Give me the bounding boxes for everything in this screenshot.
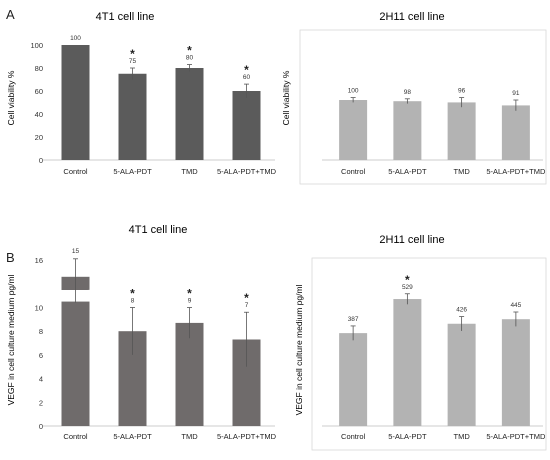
chart-1-bar [339,100,368,160]
chart-1-plot-frame [299,29,547,185]
chart-3-category-label: 5-ALA-PDT+TMD [486,432,546,441]
chart-b-2h11: 2H11 cell line VEGF in cell culture medi… [294,234,547,451]
chart-2-significance-star: * [187,287,192,301]
chart-2-category-label: Control [63,432,88,441]
chart-2-significance-star: * [130,287,135,301]
chart-2-ytick-label: 8 [39,327,43,336]
chart-3-bar [501,319,530,426]
chart-1-category-label: 5-ALA-PDT+TMD [486,167,546,176]
chart-b-2h11-title: 2H11 cell line [379,234,444,246]
chart-b-4t1-ylabel: VEGF in cell culture medium pg/ml [6,274,16,405]
chart-0-bar [61,45,90,160]
chart-0-value-label: 100 [70,35,81,42]
chart-2-category-label: 5-ALA-PDT+TMD [217,432,277,441]
chart-0-bar [232,91,261,160]
chart-2-category-label: 5-ALA-PDT [113,432,152,441]
chart-a-4t1: 4T1 cell line Cell viability % 0 20 40 60 80… [6,11,277,176]
chart-1-bar [501,105,530,160]
chart-a-4t1-title: 4T1 cell line [96,11,155,23]
chart-3-bar [339,333,368,426]
chart-0-significance-star: * [130,47,135,61]
chart-3-significance-star: * [405,273,410,287]
chart-0-value-label: 60 [243,74,251,81]
chart-2-value-label: 9 [188,298,192,305]
chart-b-4t1: 4T1 cell line VEGF in cell culture mediu… [6,224,277,441]
chart-1-value-label: 100 [348,88,359,95]
chart-0-ytick-label: 60 [35,87,43,96]
chart-a-4t1-ylabel: Cell viability % [6,70,16,125]
chart-a-2h11-title: 2H11 cell line [379,11,444,23]
chart-0-ytick-label: 80 [35,64,43,73]
chart-1-bar [393,101,422,160]
chart-2-ytick-label: 4 [39,375,43,384]
chart-3-category-label: 5-ALA-PDT [388,432,427,441]
chart-3-value-label: 529 [402,284,413,291]
chart-2-ytick-label: 10 [35,304,43,313]
chart-0-category-label: 5-ALA-PDT [113,167,152,176]
chart-3-category-label: TMD [454,432,471,441]
chart-0-value-label: 75 [129,58,137,65]
panel-label-a: A [6,7,15,22]
chart-3-category-label: Control [341,432,366,441]
chart-0-ytick-label: 0 [39,156,43,165]
chart-2-value-label: 15 [72,248,80,255]
chart-2-ytick-label: 2 [39,398,43,407]
chart-0-category-label: Control [63,167,88,176]
chart-1-category-label: TMD [454,167,471,176]
chart-b-2h11-ylabel: VEGF in cell culture medium pg/ml [294,284,304,415]
chart-3-bar [447,323,476,426]
chart-0-bar [175,68,204,160]
chart-3-value-label: 445 [510,302,521,309]
chart-2-ytick-label: 0 [39,422,43,431]
chart-2-ytick-label: 16 [35,256,43,265]
chart-1-category-label: 5-ALA-PDT [388,167,427,176]
chart-2-bar [61,301,90,426]
chart-0-value-label: 80 [186,55,194,62]
chart-2-value-label: 8 [131,298,135,305]
chart-0-bar [118,73,147,160]
chart-a-2h11: 2H11 cell line Cell viability % 100 Contr… [281,11,547,185]
chart-0-significance-star: * [244,63,249,77]
chart-2-ytick-label: 6 [39,351,43,360]
chart-3-value-label: 387 [348,316,359,323]
chart-1-value-label: 91 [512,90,520,97]
chart-2-significance-star: * [244,291,249,305]
chart-3-plot-frame [311,257,547,451]
chart-0-ytick-label: 100 [30,41,43,50]
chart-a-2h11-ylabel: Cell viability % [281,70,291,125]
chart-0-ytick-label: 20 [35,133,43,142]
chart-0-category-label: 5-ALA-PDT+TMD [217,167,277,176]
chart-2-category-label: TMD [181,432,198,441]
chart-0-significance-star: * [187,44,192,58]
chart-2-bar [175,322,204,426]
chart-1-category-label: Control [341,167,366,176]
chart-b-4t1-title: 4T1 cell line [129,224,188,236]
panel-label-b: B [6,250,15,265]
chart-1-value-label: 98 [404,89,412,96]
chart-0-category-label: TMD [181,167,198,176]
chart-0-ytick-label: 40 [35,110,43,119]
chart-1-bar [447,102,476,160]
chart-1-value-label: 96 [458,88,466,95]
chart-2-value-label: 7 [245,302,249,309]
chart-3-value-label: 426 [456,307,467,314]
chart-3-bar [393,299,422,426]
